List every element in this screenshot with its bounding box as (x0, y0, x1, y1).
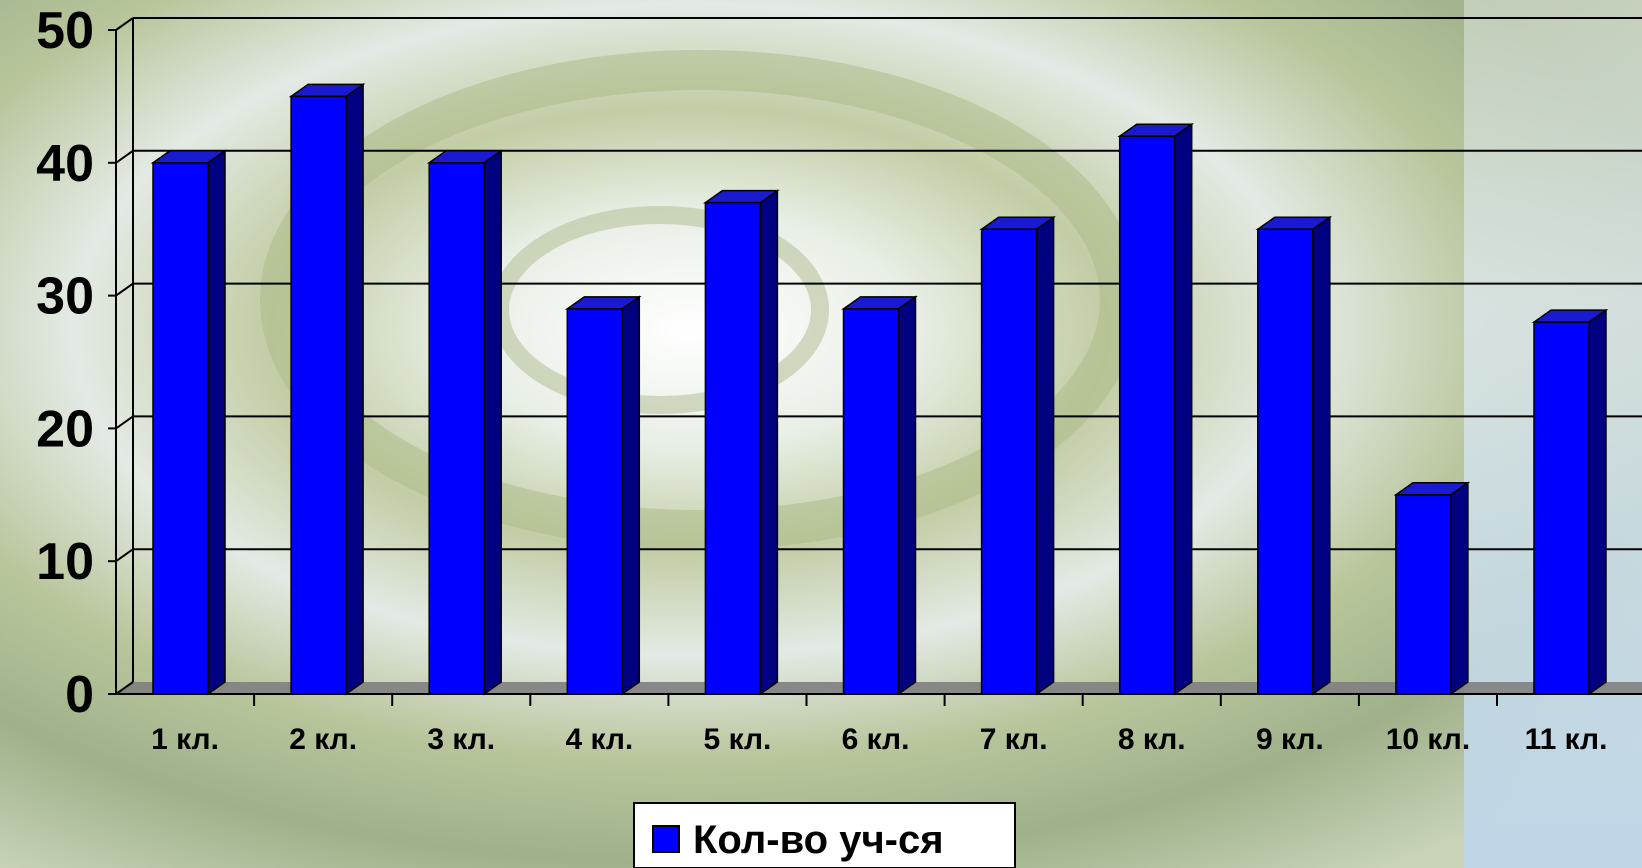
bar (288, 82, 366, 696)
x-tick-label: 8 кл. (1118, 723, 1186, 756)
x-tick-label: 7 кл. (980, 723, 1048, 756)
y-tick-label: 30 (36, 268, 94, 326)
gridline-diagonal (115, 149, 134, 164)
y-tick-label: 0 (65, 666, 94, 724)
y-tick-label: 10 (36, 533, 94, 591)
legend: Кол-во уч-ся (633, 802, 1016, 868)
x-tick-label: 3 кл. (427, 723, 495, 756)
x-tick-label: 4 кл. (565, 723, 633, 756)
bar (564, 295, 642, 696)
bar (150, 149, 228, 696)
x-tick-label: 10 кл. (1386, 723, 1470, 756)
x-tick-label: 6 кл. (842, 723, 910, 756)
gridline-diagonal (115, 681, 134, 695)
bar (1393, 481, 1471, 696)
bar (1255, 215, 1333, 696)
gridline-diagonal (115, 415, 134, 430)
bar (703, 189, 780, 696)
bar (1117, 122, 1195, 696)
bar (841, 295, 918, 696)
legend-label: Кол-во уч-ся (693, 818, 944, 862)
x-tick-label: 11 кл. (1525, 723, 1608, 756)
gridline-diagonal (115, 548, 134, 563)
bar (979, 215, 1056, 696)
x-tick-label: 5 кл. (704, 723, 772, 756)
bars (150, 82, 1609, 696)
x-tick-label: 2 кл. (289, 723, 357, 756)
x-tick-label: 1 кл. (151, 723, 219, 756)
legend-box (633, 802, 1016, 868)
y-tick-label: 40 (36, 135, 94, 193)
gridline-diagonal (115, 17, 134, 31)
bar (426, 149, 504, 696)
y-tick-label: 20 (36, 400, 94, 458)
x-tick-label: 9 кл. (1256, 723, 1324, 756)
legend-swatch (652, 825, 680, 853)
gridline-diagonal (115, 282, 134, 297)
y-tick-label: 50 (36, 2, 94, 60)
axes: 0 10 20 30 40 50 1 кл. 2 кл. 3 кл. 4 кл. 5 кл. 6 кл… (36, 2, 1642, 756)
bar (1531, 308, 1609, 696)
